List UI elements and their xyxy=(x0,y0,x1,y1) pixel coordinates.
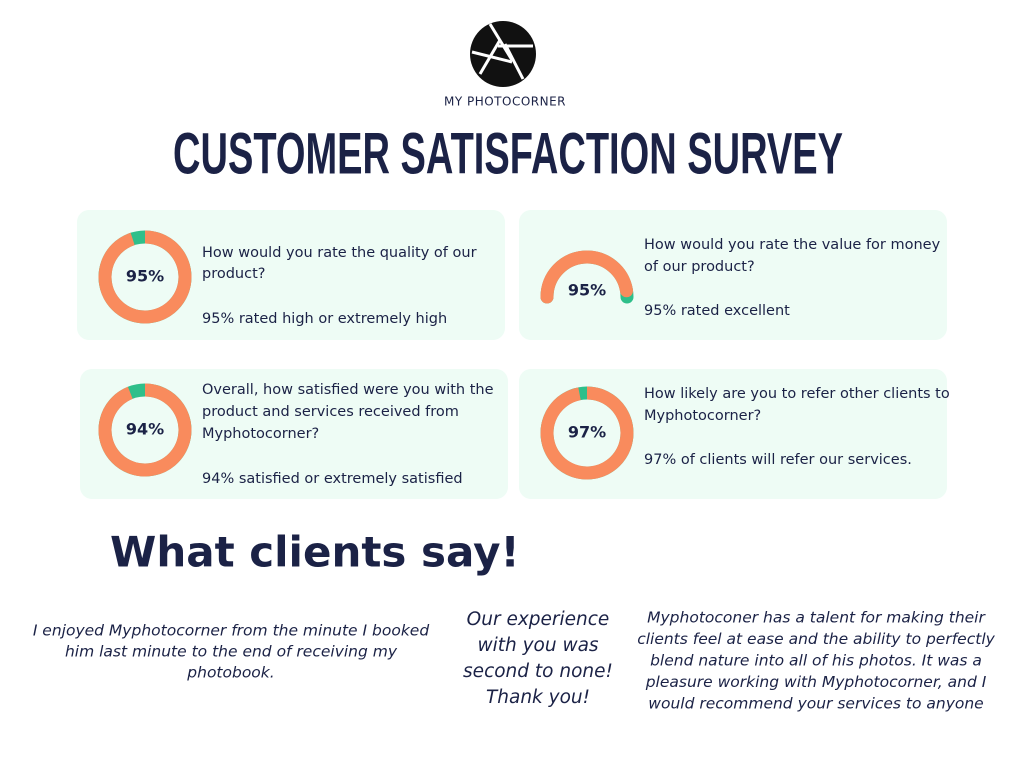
question-line: How would you rate the value for money xyxy=(644,237,941,253)
logo xyxy=(470,21,536,87)
question-line: How likely are you to refer other client… xyxy=(644,386,950,402)
question-line: How would you rate the quality of our xyxy=(202,245,477,261)
donut-arc xyxy=(98,230,192,324)
question-line: Overall, how satisfied were you with the xyxy=(202,382,494,398)
summary: 94% satisfied or extremely satisfied xyxy=(202,471,463,487)
quote-line: second to none! xyxy=(463,661,613,682)
quote-line: pleasure working with Myphotocorner, and… xyxy=(645,673,987,691)
question-line: product? xyxy=(202,266,265,282)
quote-line: him last minute to the end of receiving … xyxy=(65,643,398,661)
survey-card xyxy=(80,369,508,499)
quote-line: clients feel at ease and the ability to … xyxy=(637,630,995,648)
donut-arc xyxy=(98,383,192,477)
brand: MY PHOTOCORNER xyxy=(444,95,566,109)
quote-line: I enjoyed Myphotocorner from the minute … xyxy=(33,622,430,640)
survey-card xyxy=(519,369,947,499)
question-line: Myphotocorner? xyxy=(644,408,761,424)
quote-line: Myphotoconer has a talent for making the… xyxy=(647,609,986,627)
summary: 95% rated excellent xyxy=(644,303,790,319)
title: CUSTOMER SATISFACTION SURVEY xyxy=(173,121,843,186)
percent-label: 95% xyxy=(126,267,164,286)
quote-line: photobook. xyxy=(186,664,274,682)
quote-line: would recommend your services to anyone xyxy=(648,695,983,713)
gauge-arc xyxy=(540,250,634,304)
quote-line: Thank you! xyxy=(486,687,590,708)
question-line: of our product? xyxy=(644,259,755,275)
percent-label: 94% xyxy=(126,420,164,439)
quote-line: blend nature into all of his photos. It … xyxy=(650,652,982,670)
percent-label: 95% xyxy=(568,281,606,300)
testimonials-heading: What clients say! xyxy=(110,528,520,577)
donut-arc xyxy=(540,386,634,480)
question-line: Myphotocorner? xyxy=(202,426,319,442)
survey-card xyxy=(77,210,505,340)
summary: 97% of clients will refer our services. xyxy=(644,452,912,468)
summary: 95% rated high or extremely high xyxy=(202,311,447,327)
quote-line: with you was xyxy=(477,635,598,656)
survey-card xyxy=(519,210,947,340)
quote-line: Our experience xyxy=(467,609,610,630)
question-line: product and services received from xyxy=(202,404,459,420)
percent-label: 97% xyxy=(568,423,606,442)
